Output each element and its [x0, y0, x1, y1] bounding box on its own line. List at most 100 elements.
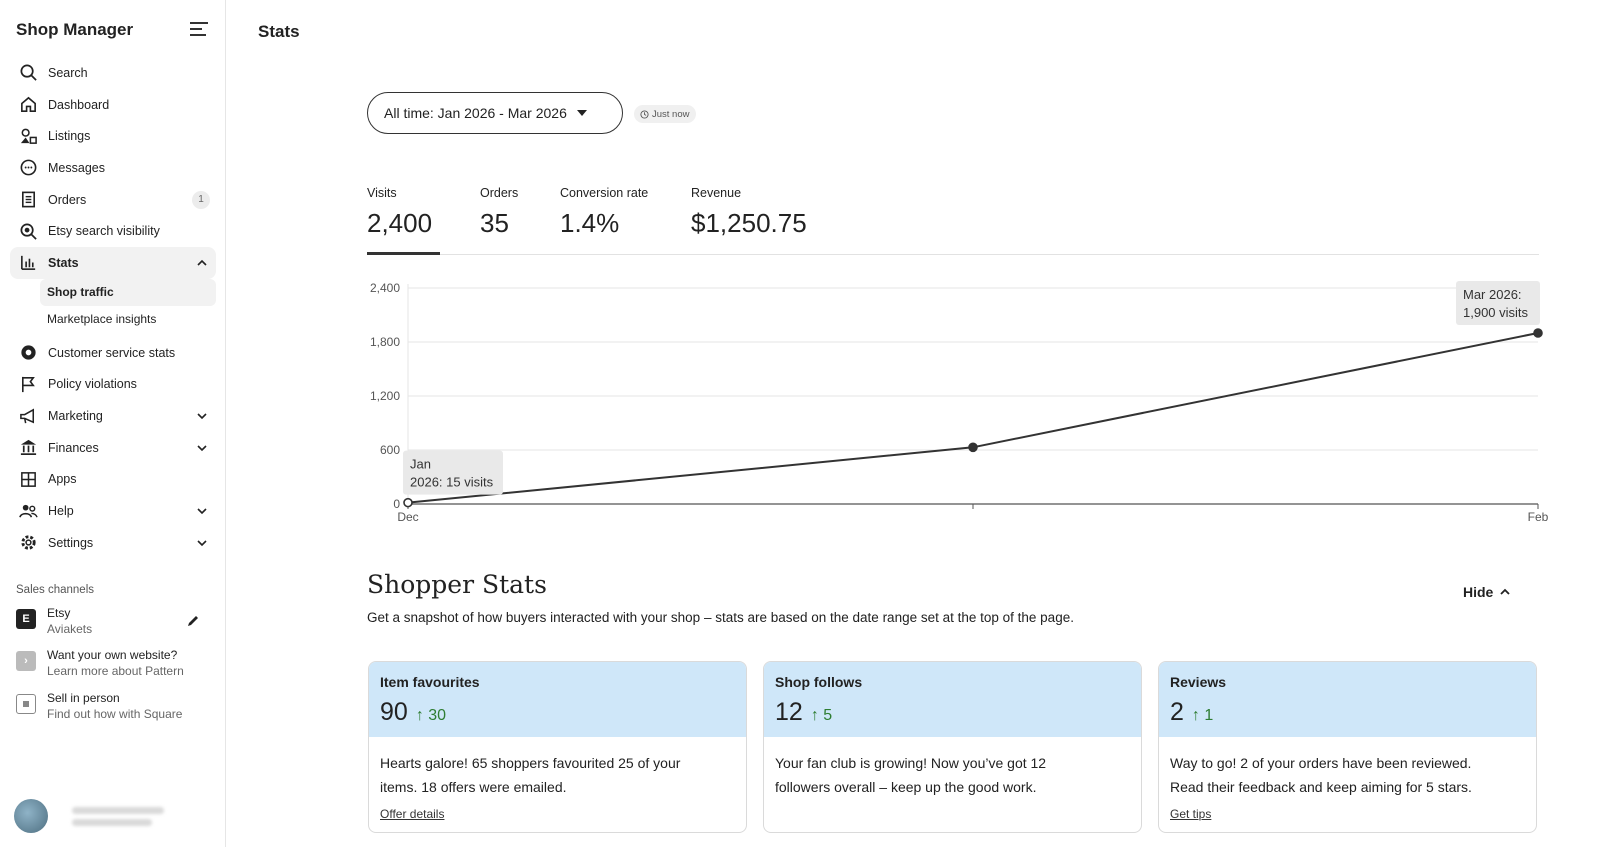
page-title: Stats: [258, 22, 300, 41]
pattern-logo-icon: ›: [16, 651, 36, 671]
chevron-down-icon[interactable]: [196, 505, 208, 517]
sidebar-item-marketing[interactable]: Marketing: [10, 400, 216, 432]
sidebar-item-label: Search: [48, 65, 88, 80]
messages-icon: [18, 158, 38, 178]
metric-value: 2,400: [367, 208, 433, 238]
card-value: 2: [1170, 698, 1184, 726]
sidebar-item-settings[interactable]: Settings: [10, 527, 216, 559]
sidebar-item-search[interactable]: Search: [10, 57, 216, 89]
square-logo-icon: [16, 694, 36, 714]
tooltip-mar-line: 1,900 visits: [1463, 305, 1529, 320]
channel-title: Sell in person: [47, 691, 120, 705]
sidebar-item-label: Finances: [48, 440, 99, 455]
sidebar-item-search-visibility[interactable]: Etsy search visibility: [10, 215, 216, 247]
chevron-down-icon[interactable]: [196, 410, 208, 422]
series-line: [407, 332, 1539, 504]
channel-etsy[interactable]: E Etsy Aviakets: [16, 605, 216, 637]
hide-button[interactable]: Hide: [1463, 584, 1511, 600]
avatar: [14, 799, 48, 833]
sidebar-subitem-marketplace-insights[interactable]: Marketplace insights: [47, 312, 157, 327]
sidebar-item-listings[interactable]: Listings: [10, 120, 216, 152]
sidebar-item-finances[interactable]: Finances: [10, 432, 216, 464]
sidebar-item-policy-violations[interactable]: Policy violations: [10, 369, 216, 401]
gear-icon: [18, 533, 38, 553]
sidebar-item-orders[interactable]: Orders 1: [10, 184, 216, 216]
date-range-label: All time: Jan 2026 - Mar 2026: [384, 105, 567, 121]
sidebar-item-label: Apps: [48, 472, 77, 487]
tooltip-jan-box: [403, 450, 503, 495]
metric-label: Orders: [480, 186, 519, 200]
metric-conversion-rate[interactable]: Conversion rate 1.4%: [560, 186, 648, 239]
channel-pattern[interactable]: › Want your own website? Learn more abou…: [16, 647, 216, 679]
sidebar-item-apps[interactable]: Apps: [10, 464, 216, 496]
channel-subtitle: Aviakets: [47, 622, 93, 636]
x-tick-label: Feb: [1528, 510, 1549, 524]
sidebar-item-messages[interactable]: Messages: [10, 152, 216, 184]
metric-value: $1,250.75: [691, 208, 807, 238]
metric-label: Conversion rate: [560, 186, 649, 200]
sidebar: Shop Manager Search Dashboard Listings M…: [0, 0, 226, 847]
bank-icon: [18, 438, 38, 458]
y-tick-label: 1,800: [370, 335, 400, 349]
shopper-stats-title: Shopper Stats: [367, 570, 547, 599]
channel-square[interactable]: Sell in person Find out how with Square: [16, 690, 216, 722]
orders-count-badge: 1: [192, 190, 210, 209]
chevron-down-icon[interactable]: [196, 442, 208, 454]
sidebar-item-customer-service-stats[interactable]: Customer service stats: [10, 337, 216, 369]
tooltip-jan-line: Jan: [410, 457, 431, 472]
stats-icon: [18, 253, 38, 273]
card-text-line: Your fan club is growing! Now you’ve got…: [775, 755, 1047, 771]
metrics-divider: [367, 254, 1539, 255]
card-delta: ↑ 1: [1191, 707, 1214, 724]
sidebar-item-help[interactable]: Help: [10, 495, 216, 527]
home-icon: [18, 95, 38, 115]
sidebar-item-stats[interactable]: Stats: [10, 247, 216, 279]
data-point: [403, 497, 413, 508]
sidebar-subitem-shop-traffic[interactable]: Shop traffic: [40, 278, 216, 306]
y-tick-label: 0: [393, 497, 400, 511]
user-name-redacted: [72, 806, 164, 826]
data-point: [1533, 328, 1543, 338]
megaphone-icon: [18, 406, 38, 426]
channel-title: Want your own website?: [47, 648, 178, 662]
customer-service-icon: [18, 343, 38, 363]
search-icon: [18, 63, 38, 83]
card-delta: ↑ 5: [810, 707, 833, 724]
sidebar-item-dashboard[interactable]: Dashboard: [10, 89, 216, 121]
sidebar-nav: Search Dashboard Listings Messages Order…: [10, 57, 216, 559]
offer-details-link[interactable]: Offer details: [380, 807, 445, 821]
card-shop-follows: Shop follows 12 ↑ 5 Your fan club is grow…: [763, 661, 1142, 833]
shopper-stats-description: Get a snapshot of how buyers interacted …: [367, 610, 1074, 625]
metric-value: 35: [480, 208, 509, 238]
pencil-edit-icon[interactable]: [186, 614, 200, 628]
metric-revenue[interactable]: Revenue $1,250.75: [691, 186, 807, 239]
flag-icon: [18, 374, 38, 394]
date-range-select[interactable]: All time: Jan 2026 - Mar 2026: [367, 92, 623, 134]
card-reviews: Reviews 2 ↑ 1 Way to go! 2 of your orders…: [1158, 661, 1537, 833]
clock-icon: [640, 109, 649, 119]
metric-orders[interactable]: Orders 35: [480, 186, 518, 239]
sales-channels-heading: Sales channels: [16, 584, 94, 596]
metric-label: Revenue: [691, 186, 742, 200]
card-value: 12: [775, 698, 803, 726]
caret-down-icon: [576, 110, 587, 116]
y-tick-label: 2,400: [370, 281, 400, 295]
channel-subtitle: Learn more about Pattern: [47, 664, 184, 678]
data-point: [968, 442, 978, 453]
search-visibility-icon: [18, 221, 38, 241]
card-text-line: Hearts galore! 65 shoppers favourited 25…: [380, 755, 681, 771]
card-value: 90: [380, 698, 408, 726]
tooltip-mar-box: [1456, 281, 1540, 325]
sidebar-item-label: Listings: [48, 129, 91, 144]
app-title: Shop Manager: [16, 20, 134, 39]
user-profile[interactable]: [14, 798, 214, 834]
metric-visits[interactable]: Visits 2,400: [367, 186, 432, 239]
chevron-up-icon[interactable]: [196, 257, 208, 269]
chevron-down-icon[interactable]: [196, 537, 208, 549]
menu-toggle-icon[interactable]: [190, 22, 208, 38]
channel-subtitle: Find out how with Square: [47, 707, 183, 721]
card-title: Item favourites: [380, 674, 480, 690]
metric-value: 1.4%: [560, 208, 620, 238]
channel-title: Etsy: [47, 606, 71, 620]
get-tips-link[interactable]: Get tips: [1170, 807, 1212, 821]
